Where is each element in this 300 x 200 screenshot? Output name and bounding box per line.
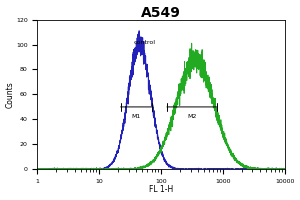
X-axis label: FL 1-H: FL 1-H [149,185,173,194]
Y-axis label: Counts: Counts [6,81,15,108]
Title: A549: A549 [141,6,181,20]
Text: M1: M1 [132,114,141,119]
Text: M2: M2 [187,114,197,119]
Text: control: control [133,40,155,45]
